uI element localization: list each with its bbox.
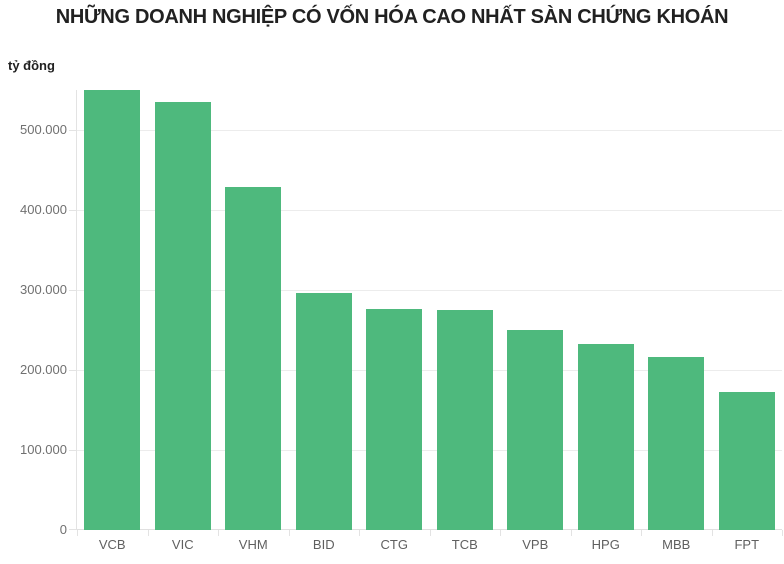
x-tick-label-TCB: TCB — [451, 537, 478, 552]
gridline-500.000 — [77, 130, 782, 131]
x-axis-tick — [782, 530, 783, 536]
x-axis-tick — [218, 530, 219, 536]
x-tick-label-VIC: VIC — [171, 537, 194, 552]
gridline-200.000 — [77, 370, 782, 371]
y-axis-tick — [69, 450, 77, 451]
y-axis-tick — [69, 529, 77, 530]
x-tick-label-MBB: MBB — [662, 537, 691, 552]
y-tick-label: 400.000 — [20, 202, 67, 217]
x-axis-tick — [641, 530, 642, 536]
gridline-100.000 — [77, 450, 782, 451]
y-tick-label: 300.000 — [20, 282, 67, 297]
bar-BID[interactable] — [295, 293, 352, 530]
x-axis-tick — [570, 530, 572, 536]
x-tick-label-VCB: VCB — [98, 537, 126, 552]
y-tick-label: 500.000 — [20, 122, 67, 137]
gridline-0 — [77, 529, 782, 530]
x-axis-tick — [147, 530, 149, 536]
x-axis-tick — [711, 530, 713, 536]
y-axis-tick — [69, 210, 77, 211]
x-tick-label-CTG: CTG — [380, 537, 408, 552]
x-tick-label-FPT: FPT — [734, 537, 760, 552]
bar-TCB[interactable] — [436, 310, 493, 530]
gridline-400.000 — [77, 210, 782, 211]
y-axis-tick — [69, 130, 77, 131]
gridline-300.000 — [77, 290, 782, 291]
x-axis-tick — [429, 530, 431, 536]
y-axis-unit-label: tỷ đồng — [8, 58, 55, 73]
bar-VIC[interactable] — [154, 102, 211, 530]
bar-CTG[interactable] — [366, 309, 423, 530]
bar-VHM[interactable] — [225, 186, 282, 530]
plot-area: 0 100.000 200.000 300.000 400.000 500.000 VCB V… — [20, 90, 783, 552]
x-axis-tick — [77, 530, 78, 536]
y-tick-label: 100.000 — [20, 442, 67, 457]
bar-MBB[interactable] — [648, 357, 705, 530]
bar-HPG[interactable] — [577, 344, 634, 530]
y-axis-tick — [69, 370, 77, 371]
x-axis-tick — [500, 530, 501, 536]
x-axis-tick — [359, 530, 360, 536]
y-axis-tick — [69, 290, 77, 291]
bar-VCB[interactable] — [84, 90, 141, 530]
x-tick-label-HPG: HPG — [591, 537, 620, 552]
x-tick-label-VPB: VPB — [522, 537, 549, 552]
x-tick-label-VHM: VHM — [238, 537, 268, 552]
x-tick-label-BID: BID — [312, 537, 335, 552]
bar-FPT[interactable] — [718, 391, 775, 530]
y-tick-label: 200.000 — [20, 362, 67, 377]
x-axis-tick — [288, 530, 290, 536]
y-tick-label: 0 — [59, 522, 67, 537]
chart-title: NHỮNG DOANH NGHIỆP CÓ VỐN HÓA CAO NHẤT S… — [55, 6, 729, 28]
bar-VPB[interactable] — [507, 330, 564, 530]
